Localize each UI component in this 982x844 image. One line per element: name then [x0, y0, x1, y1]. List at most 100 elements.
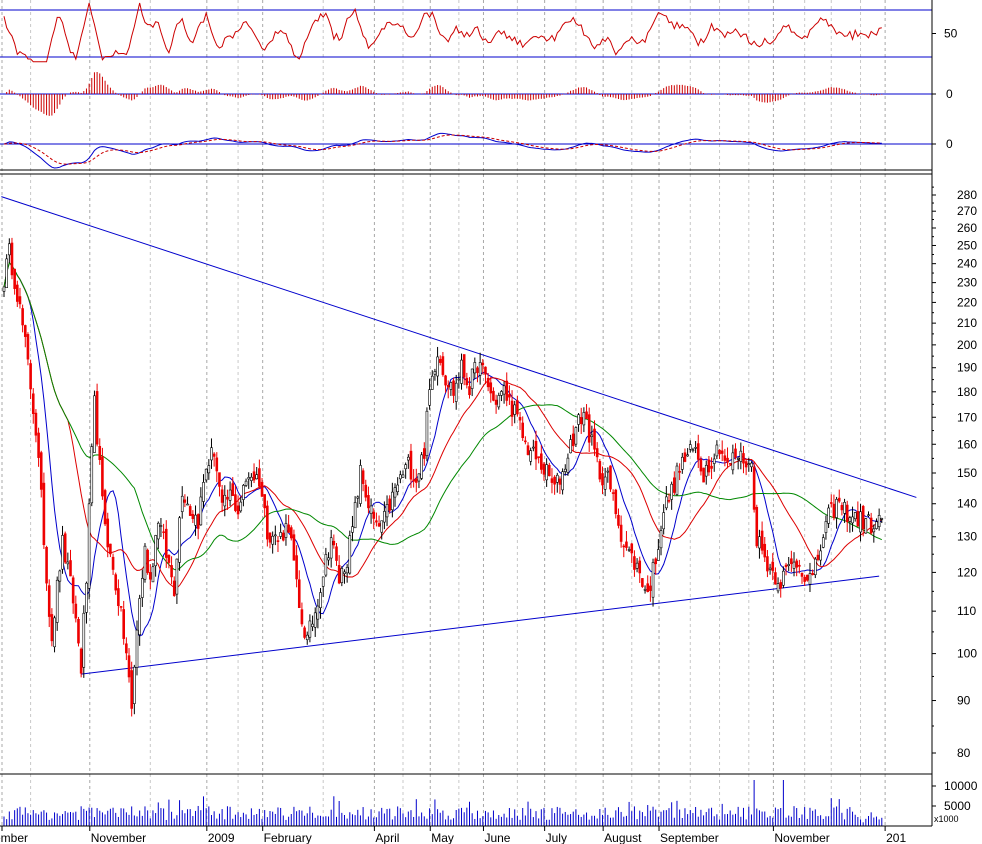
candle-body	[813, 558, 817, 576]
candle-body	[300, 609, 304, 625]
rsi-panel	[0, 2, 932, 63]
price-tick-label: 200	[957, 338, 977, 352]
candle-body	[707, 459, 711, 473]
candle-body	[590, 434, 594, 437]
candle-body	[183, 499, 187, 503]
candle-body	[303, 627, 306, 638]
candle-body	[742, 453, 745, 464]
candle-body	[563, 468, 567, 472]
candle-body	[242, 485, 245, 500]
candle-body	[220, 489, 224, 503]
candle-body	[569, 439, 572, 454]
candle-body	[287, 524, 290, 533]
candle-body	[728, 463, 732, 465]
candle-body	[61, 535, 64, 570]
candle-body	[103, 490, 107, 525]
candle-body	[460, 359, 463, 384]
moving-average-10	[3, 261, 882, 637]
candle-body	[835, 498, 838, 518]
candle-body	[63, 533, 67, 563]
candle-body	[776, 583, 780, 592]
candle-body	[606, 470, 610, 473]
candle-body	[545, 464, 548, 481]
candle-body	[170, 565, 173, 578]
candle-body	[276, 540, 280, 542]
candle-body	[582, 412, 586, 426]
price-tick-label: 240	[957, 257, 977, 271]
candle-body	[258, 468, 261, 487]
candle-body	[529, 450, 532, 462]
candle-body	[877, 515, 881, 527]
candle-body	[622, 545, 626, 548]
candle-body	[409, 450, 413, 480]
candle-body	[649, 585, 652, 591]
candle-body	[407, 456, 410, 461]
candle-body	[180, 495, 184, 512]
month-label: May	[431, 831, 454, 844]
candle-body	[872, 528, 876, 533]
candle-body	[210, 447, 213, 461]
month-label: February	[264, 831, 312, 844]
price-tick-label: 270	[957, 204, 977, 218]
candle-body	[790, 558, 793, 565]
candle-body	[630, 543, 634, 554]
price-tick-label: 190	[957, 361, 977, 375]
candle-body	[119, 606, 123, 608]
candle-body	[880, 518, 884, 520]
candle-body	[603, 476, 607, 490]
candle-body	[292, 534, 296, 561]
candle-body	[359, 465, 362, 504]
candle-body	[50, 614, 54, 642]
candle-body	[774, 572, 777, 585]
candle-body	[598, 461, 602, 480]
candle-body	[369, 505, 373, 514]
volume-unit-label: x1000	[934, 814, 959, 824]
candle-body	[8, 243, 11, 256]
candle-body	[476, 367, 479, 373]
candle-body	[159, 525, 163, 527]
candle-body	[111, 556, 115, 570]
candle-body	[77, 618, 80, 644]
candle-body	[436, 356, 439, 377]
candle-body	[739, 450, 743, 462]
candle-body	[819, 550, 822, 561]
candle-body	[811, 572, 814, 576]
candle-body	[15, 284, 19, 302]
candle-body	[614, 489, 618, 515]
candle-body	[859, 511, 862, 533]
price-tick-label: 170	[957, 410, 977, 424]
candle-body	[340, 568, 344, 583]
candle-body	[800, 572, 804, 577]
candle-body	[228, 489, 232, 501]
candle-body	[718, 449, 721, 455]
candle-body	[151, 566, 155, 583]
candle-body	[779, 582, 783, 589]
candle-body	[478, 362, 482, 376]
candle-body	[74, 603, 78, 619]
candle-body	[710, 465, 713, 469]
candle-body	[194, 514, 197, 526]
candle-body	[202, 482, 205, 502]
candle-body	[625, 541, 628, 548]
macd-signal-line	[3, 134, 882, 165]
candle-body	[319, 592, 322, 608]
candle-body	[678, 471, 681, 473]
candle-body	[327, 557, 330, 561]
candle-body	[558, 478, 562, 485]
candle-body	[454, 382, 458, 402]
candle-body	[244, 480, 248, 486]
candle-body	[154, 535, 157, 567]
candle-body	[657, 549, 660, 561]
candle-body	[417, 473, 421, 482]
candle-body	[619, 524, 623, 542]
candle-body	[345, 567, 349, 574]
candle-body	[260, 481, 264, 497]
candle-body	[79, 648, 83, 674]
candle-body	[255, 474, 258, 480]
moving-average-25	[3, 261, 883, 589]
candle-body	[712, 458, 716, 464]
candle-body	[383, 511, 386, 523]
candle-body	[324, 554, 328, 576]
candle-body	[723, 455, 727, 461]
macd-line	[3, 132, 882, 169]
